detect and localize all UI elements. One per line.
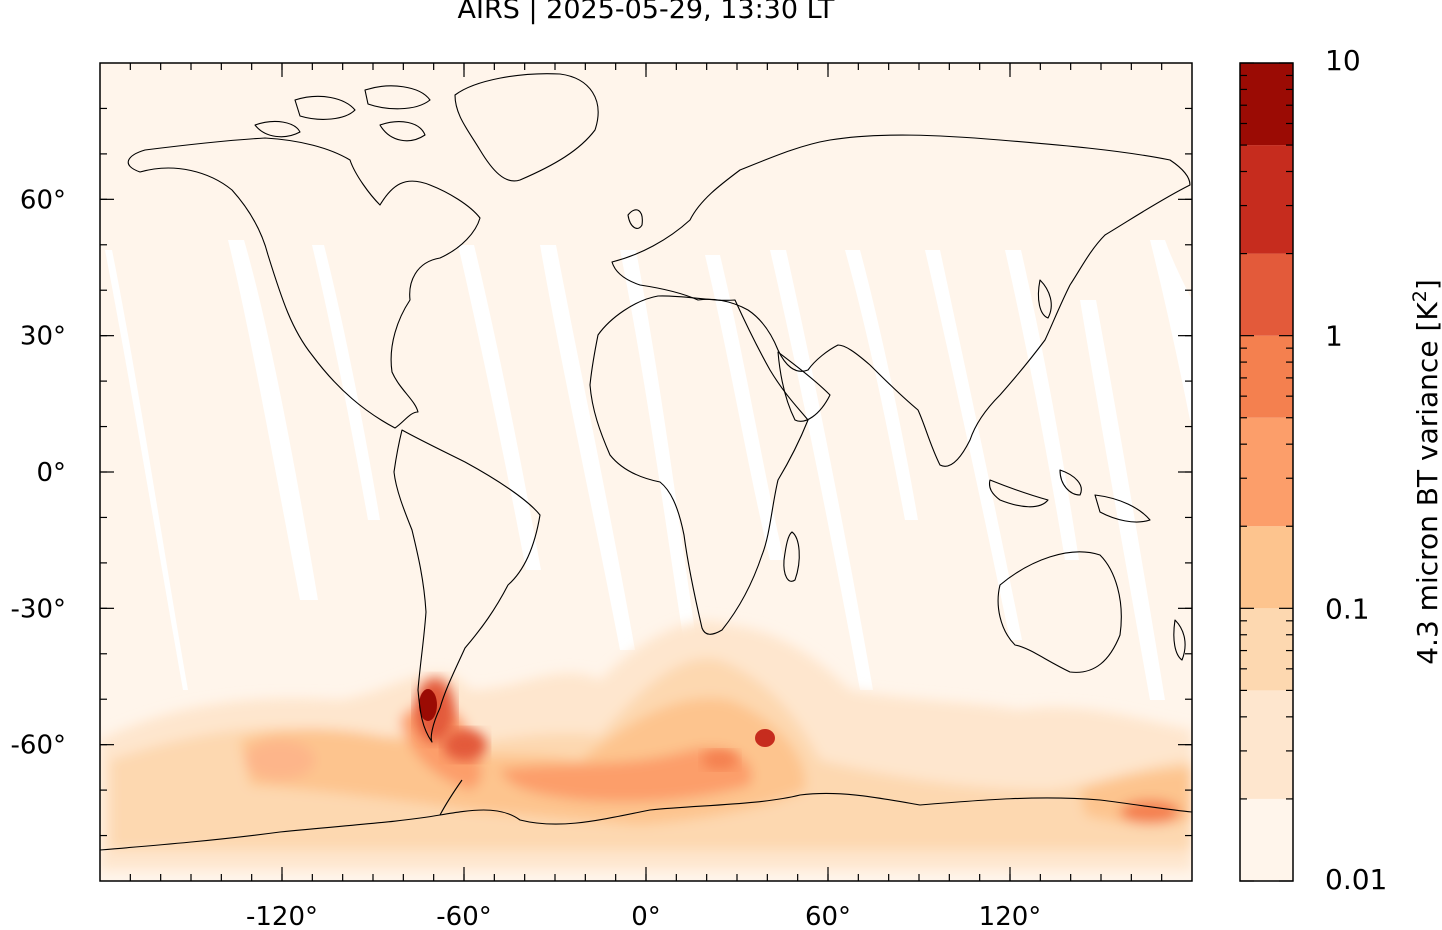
colorbar [1240,63,1293,881]
coastline-africa [589,295,809,635]
variance-region-high [1120,800,1180,824]
coastline-south-america [393,429,541,743]
swath-gap [458,245,541,570]
colorbar-label-text: 4.3 micron BT variance [K [1411,302,1442,665]
swath-gap [540,245,635,650]
coastline-greenland [454,73,599,182]
swath-gap [1150,240,1192,420]
y-tick-label: 60° [20,185,66,215]
map-plot-area [100,63,1192,881]
coastline-antarctic-peninsula [439,779,463,816]
coastline-north-america [127,137,481,429]
coastline-eurasia [611,134,1191,467]
colorbar-bin [1240,417,1293,527]
coastlines [100,73,1192,851]
variance-hotspot [419,689,437,721]
swath-gap [1080,300,1165,700]
coastline-new-zealand [1173,619,1186,661]
x-tick-label: 60° [805,902,851,930]
swath-gap [620,250,702,680]
colorbar-tick-label: 0.1 [1325,592,1370,625]
colorbar-tick-label: 0.01 [1325,863,1387,896]
variance-hotspot [702,750,738,770]
coastline-madagascar [783,531,800,582]
x-tick-label: 120° [979,902,1042,930]
coastline-arctic-islands [254,85,431,142]
colorbar-label-end: ] [1411,279,1442,290]
colorbar-bin [1240,526,1293,609]
swath-gap [845,250,918,520]
colorbar-bin [1240,145,1293,254]
x-tick-label: -60° [436,902,491,930]
map-title: AIRS | 2025-05-29, 13:30 LT [457,0,835,25]
colorbar-ticks [1240,62,1293,882]
colorbar-bin [1240,253,1293,336]
swath-gap [925,250,1022,640]
colorbar-bin [1240,690,1293,799]
swath-gap [105,250,188,690]
coastline-arabia [777,351,831,422]
variance-region-high [245,740,315,780]
colorbar-bin [1240,608,1293,691]
variance-hotspot [443,729,487,761]
colorbar-tick-label: 10 [1325,44,1361,77]
swath-gap [1005,250,1079,560]
coastline-antarctica [100,792,1192,851]
coastline-japan [1037,279,1052,319]
x-tick-label: -120° [246,902,318,930]
colorbar-frame [1239,62,1294,882]
coastline-australia [997,551,1122,673]
y-tick-label: -30° [11,594,66,624]
coastline-indonesia [988,469,1151,523]
variance-region-high [500,747,752,802]
coastline-british-isles [627,209,643,229]
colorbar-bin [1240,798,1293,881]
colorbar-tick-label: 1 [1325,320,1343,353]
colorbar-bin [1240,335,1293,418]
map-ticks [100,63,1192,881]
colorbar-label-superscript: 2 [1409,290,1431,302]
swath-gaps [105,240,1192,700]
variance-hotspot [755,729,775,747]
y-tick-label: 30° [20,322,66,352]
swath-gap [770,250,873,690]
colorbar-axis-label: 4.3 micron BT variance [K2] [1409,279,1442,665]
colorbar-bin [1240,63,1293,146]
map-tick-labels: -120° -60° 0° 60° 120° 60° 30° 0° -30° -60° [11,185,1042,930]
swath-gap [228,240,318,600]
x-tick-label: 0° [631,902,661,930]
colorbar-tick-labels: 10 1 0.1 0.01 [1325,44,1387,896]
swath-gap [705,255,784,560]
y-tick-label: 0° [36,458,66,488]
swath-gap [312,245,380,520]
variance-field [100,621,1192,870]
y-tick-label: -60° [11,731,66,761]
